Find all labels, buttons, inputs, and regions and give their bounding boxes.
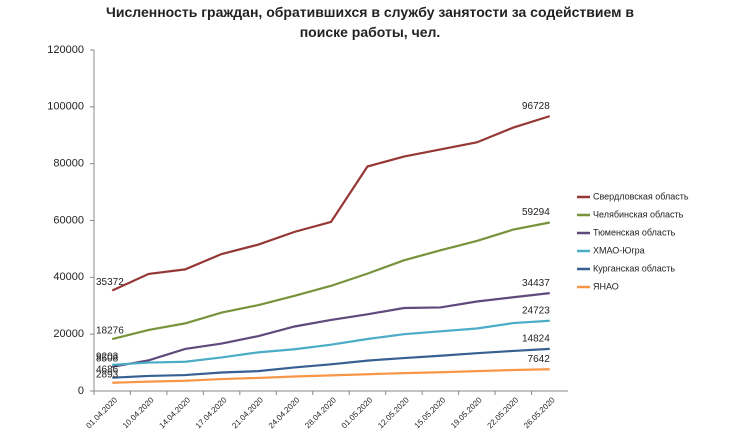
legend-label: ЯНАО — [593, 281, 619, 291]
legend-label: ХМАО-Югра — [593, 245, 645, 255]
x-tick-label: 24.04.2020 — [267, 395, 302, 430]
y-tick-label: 80000 — [53, 158, 84, 170]
series-line — [112, 319, 550, 366]
x-tick-label: 10.04.2020 — [121, 395, 156, 430]
legend-label: Свердловская область — [593, 191, 689, 201]
chart-title: Численность граждан, обратившихся в служ… — [106, 4, 634, 40]
y-tick-label: 40000 — [53, 271, 84, 283]
x-tick-label: 01.05.2020 — [340, 395, 375, 430]
x-tick-label: 19.05.2020 — [449, 395, 484, 430]
series-line — [112, 368, 550, 384]
y-tick-label: 0 — [78, 385, 84, 397]
x-tick-label: 26.05.2020 — [522, 395, 557, 430]
data-label: 59294 — [522, 207, 550, 218]
data-label: 35372 — [96, 277, 124, 288]
data-label: 9203 — [96, 351, 119, 362]
data-label: 8508 — [96, 353, 119, 364]
x-tick-label: 01.04.2020 — [84, 395, 119, 430]
data-label: 34437 — [522, 278, 550, 289]
x-tick-label: 17.04.2020 — [194, 395, 229, 430]
data-label: 7642 — [528, 354, 551, 365]
legend-label: Курганская область — [593, 263, 675, 273]
y-tick-label: 100000 — [47, 101, 84, 113]
legend-label: Челябинская область — [593, 209, 684, 219]
data-label: 14824 — [522, 334, 550, 345]
x-tick-label: 12.05.2020 — [376, 395, 411, 430]
x-tick-label: 14.04.2020 — [157, 395, 192, 430]
x-tick-label: 28.04.2020 — [303, 395, 338, 430]
data-label: 18276 — [96, 326, 124, 337]
series-line — [111, 115, 551, 292]
legend-label: Тюменская область — [593, 227, 676, 237]
data-label: 96728 — [522, 101, 550, 112]
data-label: 4686 — [96, 364, 119, 375]
data-label: 24723 — [522, 305, 550, 316]
x-tick-label: 22.05.2020 — [486, 395, 521, 430]
y-tick-label: 60000 — [53, 214, 84, 226]
x-tick-label: 15.05.2020 — [413, 395, 448, 430]
y-tick-label: 120000 — [47, 44, 84, 56]
series-line — [112, 347, 550, 379]
data-label: 2893 — [96, 369, 119, 380]
y-tick-label: 20000 — [53, 328, 84, 340]
series-line — [111, 221, 550, 341]
series-line — [112, 292, 550, 368]
x-tick-label: 21.04.2020 — [230, 395, 265, 430]
